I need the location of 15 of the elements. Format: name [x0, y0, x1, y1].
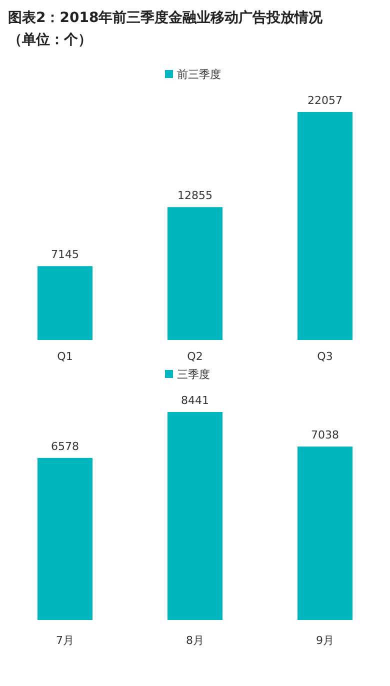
x-tick-label: Q2: [187, 350, 203, 363]
data-label: 22057: [308, 94, 342, 107]
x-tick-label: Q1: [57, 350, 73, 363]
x-tick-label: 7月: [56, 634, 74, 647]
x-tick-label: 8月: [186, 634, 204, 647]
data-label: 8441: [181, 394, 209, 407]
legend-label: 三季度: [177, 368, 210, 381]
chart-title: 图表2：2018年前三季度金融业移动广告投放情况（单位：个）: [8, 9, 324, 48]
data-label: 7038: [311, 428, 339, 442]
data-label: 6578: [51, 440, 79, 453]
data-label: 12855: [178, 189, 212, 202]
legend-label: 前三季度: [177, 68, 221, 81]
x-tick-label: Q3: [317, 350, 333, 363]
data-label: 7145: [51, 248, 79, 262]
x-tick-label: 9月: [316, 634, 334, 647]
